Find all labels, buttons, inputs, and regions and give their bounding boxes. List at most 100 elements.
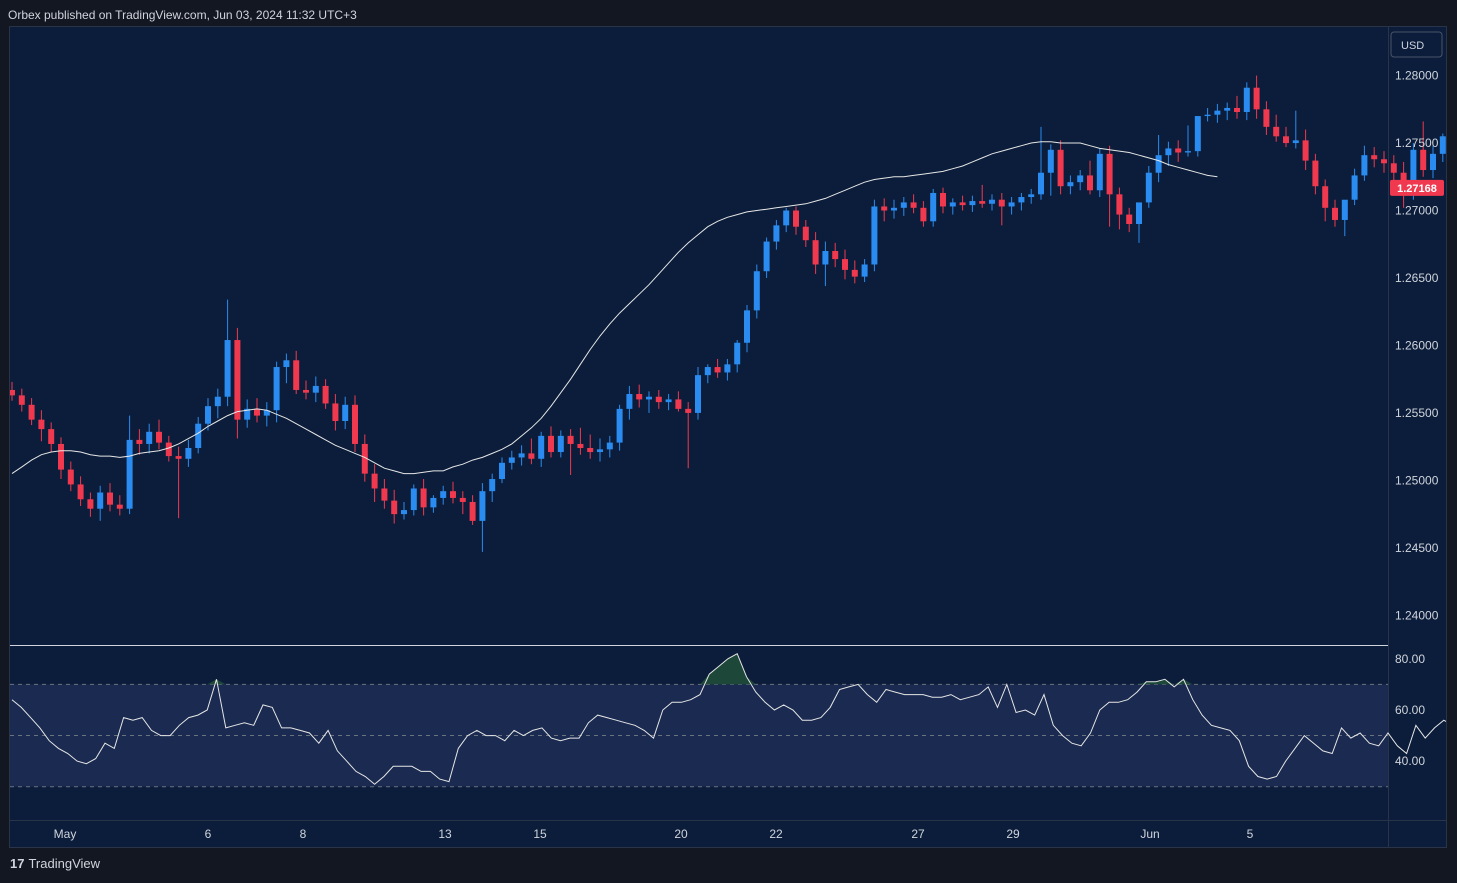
- candle-down: [1263, 109, 1270, 127]
- candle-down: [998, 199, 1005, 207]
- candle-down: [959, 202, 966, 206]
- candle-up: [224, 340, 231, 397]
- currency-button-label[interactable]: USD: [1401, 40, 1424, 52]
- currency-button[interactable]: [1390, 31, 1443, 58]
- candle-down: [254, 408, 260, 416]
- candle-down: [38, 419, 45, 430]
- candle-down: [1175, 148, 1182, 153]
- rsi-line: [11, 652, 1457, 785]
- candle-up: [773, 225, 780, 242]
- candle-up: [489, 479, 496, 492]
- price-pane[interactable]: [10, 27, 1388, 645]
- candle-up: [724, 364, 731, 373]
- candle-up: [1096, 153, 1103, 191]
- rsi-axis[interactable]: 80.00 60.00 40.00: [1395, 652, 1425, 768]
- candle-up: [861, 264, 868, 277]
- candle-up: [606, 442, 613, 450]
- candle-down: [1253, 87, 1260, 110]
- price-axis[interactable]: 1.28000 1.27500 1.27000 1.26500 1.26000 1.255…: [1395, 69, 1439, 623]
- candle-up: [440, 491, 447, 498]
- candle-up: [1077, 175, 1084, 183]
- candle-down: [371, 473, 378, 489]
- candle-up: [273, 367, 280, 411]
- candle-down: [136, 439, 143, 444]
- candle-down: [528, 453, 535, 459]
- candle-down: [1332, 207, 1338, 220]
- candle-up: [479, 491, 486, 521]
- candle-down: [322, 385, 329, 404]
- candle-down: [802, 226, 809, 241]
- candle-down: [9, 389, 15, 396]
- candle-up: [616, 408, 623, 443]
- candle-up: [499, 462, 505, 480]
- candle-up: [312, 385, 319, 393]
- candle-down: [920, 207, 927, 222]
- candle-up: [1194, 116, 1201, 152]
- candle-up: [949, 202, 956, 207]
- candle-up: [900, 202, 907, 208]
- candle-up: [1028, 194, 1035, 198]
- candle-down: [1371, 155, 1378, 160]
- candle-down: [577, 443, 584, 448]
- candle-up: [1224, 107, 1231, 111]
- candle-up: [538, 435, 545, 459]
- candle-down: [1283, 136, 1289, 144]
- candle-up: [1165, 148, 1172, 156]
- candle-up: [1145, 172, 1152, 203]
- candle-up: [214, 396, 221, 407]
- candle-down: [842, 259, 848, 270]
- candle-up: [930, 192, 937, 222]
- candle-down: [881, 206, 888, 211]
- rsi-tick-label: 80.00: [1395, 652, 1425, 666]
- rsi-overbought-fill: [207, 653, 1193, 685]
- price-tick-label: 1.25000: [1395, 473, 1439, 487]
- price-tick-label: 1.26500: [1395, 271, 1439, 285]
- candle-down: [77, 484, 84, 500]
- time-tick-label: May: [54, 827, 77, 841]
- footer-brand: 17 TradingView: [10, 856, 100, 871]
- candle-down: [851, 269, 858, 277]
- candle-up: [1047, 149, 1054, 173]
- candle-up: [704, 367, 711, 376]
- candle-down: [1312, 160, 1319, 187]
- candle-up: [1351, 175, 1358, 200]
- price-tick-label: 1.28000: [1395, 69, 1439, 83]
- candle-up: [1185, 151, 1191, 153]
- candle-up: [665, 399, 672, 403]
- candle-up: [1243, 87, 1250, 113]
- price-tick-label: 1.24500: [1395, 541, 1439, 555]
- candle-down: [793, 210, 799, 227]
- candle-up: [1361, 155, 1368, 176]
- candle-down: [1087, 175, 1093, 191]
- candle-down: [67, 469, 74, 485]
- time-tick-label: Jun: [1140, 827, 1159, 841]
- candle-up: [1067, 182, 1074, 187]
- candle-up: [646, 396, 652, 400]
- candle-up: [822, 250, 829, 265]
- candle-down: [812, 240, 819, 265]
- time-axis[interactable]: May 6 8 13 15 20 22 27 29 Jun 5: [54, 827, 1254, 841]
- candle-up: [97, 492, 104, 509]
- time-tick-label: 5: [1247, 827, 1254, 841]
- chart-frame[interactable]: 1.28000 1.27500 1.27000 1.26500 1.26000 1.255…: [9, 26, 1457, 848]
- candle-down: [1116, 194, 1123, 215]
- candle-down: [1390, 163, 1397, 173]
- candle-up: [1430, 153, 1436, 171]
- candle-down: [567, 435, 574, 444]
- chart-svg[interactable]: 1.28000 1.27500 1.27000 1.26500 1.26000 1.255…: [9, 27, 1457, 847]
- candle-up: [195, 423, 202, 448]
- candle-up: [1155, 155, 1162, 173]
- candle-up: [185, 447, 192, 459]
- footer-brand-label: TradingView: [28, 856, 101, 871]
- candle-up: [1018, 197, 1025, 203]
- candle-up: [1204, 114, 1211, 117]
- candle-down: [156, 431, 162, 443]
- candle-down: [420, 488, 427, 508]
- time-tick-label: 15: [533, 827, 547, 841]
- candle-down: [1273, 126, 1280, 137]
- candle-up: [1341, 199, 1348, 220]
- candle-up: [126, 439, 133, 509]
- candle-down: [636, 394, 643, 400]
- candle-up: [557, 435, 564, 453]
- candle-up: [753, 271, 760, 311]
